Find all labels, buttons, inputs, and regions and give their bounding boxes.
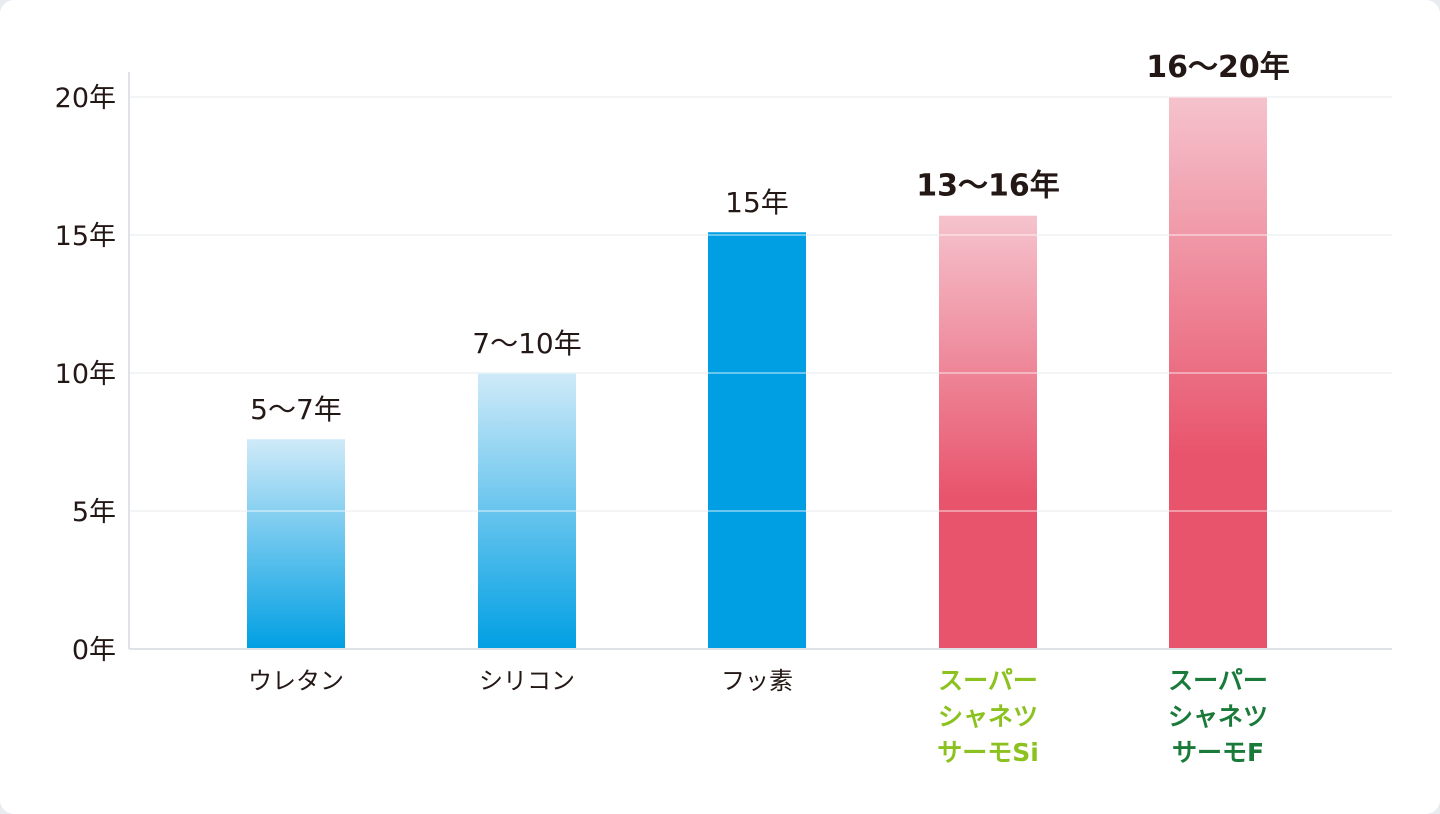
category-label: フッ素 (721, 667, 793, 695)
y-tick-labels: 0年 5年 10年 15年 20年 (55, 83, 116, 666)
category-label: シリコン (479, 667, 575, 695)
value-label: 16〜20年 (1146, 50, 1290, 85)
category-label: サーモF (1172, 738, 1264, 767)
category-label: スーパー (938, 666, 1038, 695)
value-label: 5〜7年 (250, 393, 342, 426)
y-tick-label: 10年 (55, 359, 116, 390)
y-tick-label: 5年 (72, 497, 116, 528)
bar (939, 215, 1037, 649)
grid-overlay (129, 96, 1392, 512)
category-label: ウレタン (248, 667, 344, 695)
value-label: 7〜10年 (472, 327, 581, 360)
y-tick-label: 0年 (72, 635, 116, 666)
category-label: シャネツ (1168, 702, 1268, 731)
category-label: シャネツ (938, 702, 1038, 731)
value-label: 13〜16年 (916, 169, 1060, 204)
value-label: 15年 (725, 186, 789, 219)
category-label: スーパー (1168, 666, 1268, 695)
bar (708, 232, 806, 650)
y-tick-label: 20年 (55, 83, 116, 114)
y-tick-label: 15年 (55, 221, 116, 252)
category-label: サーモSi (937, 738, 1039, 767)
value-labels: 5〜7年 7〜10年 15年 13〜16年 16〜20年 (250, 50, 1290, 426)
bar (247, 439, 345, 649)
